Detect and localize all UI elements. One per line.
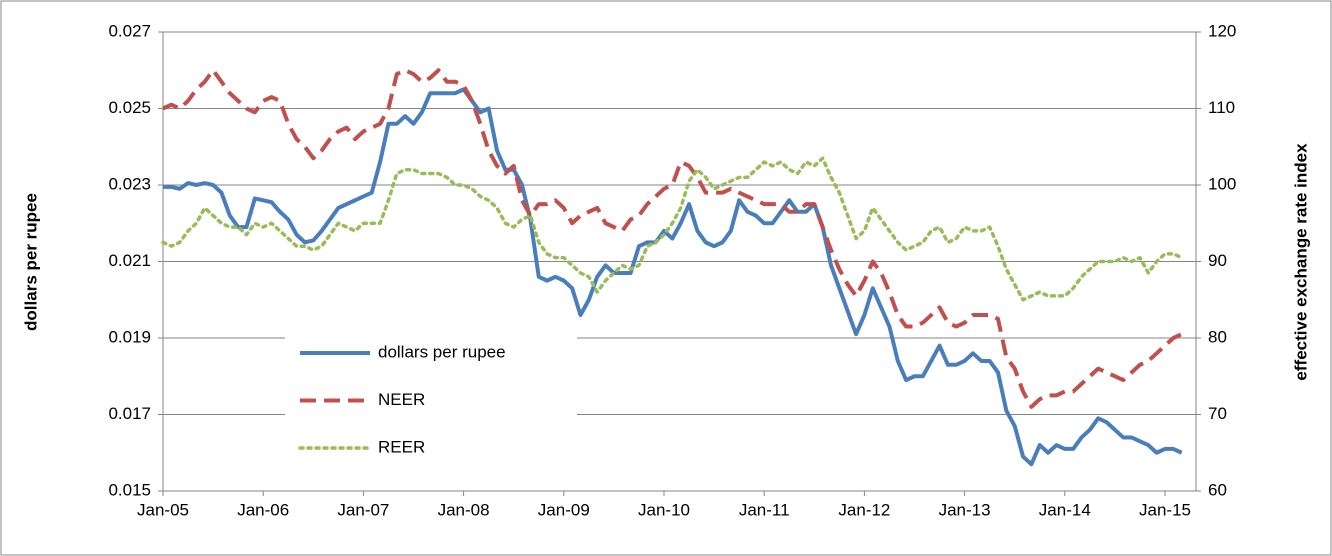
series-line xyxy=(163,87,1183,467)
x-tick-label: Jan-15 xyxy=(1139,500,1191,519)
x-tick-label: Jan-12 xyxy=(838,500,890,519)
y2-tick-label: 110 xyxy=(1208,98,1235,117)
y2-tick-label: 120 xyxy=(1208,21,1236,40)
y-tick-label: 0.019 xyxy=(108,327,151,346)
legend-label: NEER xyxy=(378,390,425,409)
y-tick-label: 0.017 xyxy=(108,404,151,423)
x-tick-label: Jan-05 xyxy=(137,500,189,519)
y2-tick-label: 70 xyxy=(1208,404,1227,423)
x-tick-label: Jan-14 xyxy=(1039,500,1091,519)
series-line xyxy=(161,156,1184,302)
y2-tick-label: 60 xyxy=(1208,480,1227,499)
y2-axis-label: effective exchange rate index xyxy=(1291,143,1310,381)
y-axis-label: dollars per rupee xyxy=(21,193,40,331)
legend-label: dollars per rupee xyxy=(378,342,506,361)
y-tick-label: 0.023 xyxy=(108,174,151,193)
y2-tick-label: 100 xyxy=(1208,174,1236,193)
y-tick-label: 0.015 xyxy=(108,480,151,499)
x-tick-label: Jan-07 xyxy=(337,500,389,519)
y-tick-label: 0.021 xyxy=(108,251,151,270)
y2-tick-label: 90 xyxy=(1208,251,1227,270)
x-tick-label: Jan-10 xyxy=(638,500,690,519)
x-tick-label: Jan-11 xyxy=(739,500,790,519)
legend-label: REER xyxy=(378,437,425,456)
series-line xyxy=(162,68,1183,409)
x-tick-label: Jan-06 xyxy=(237,500,289,519)
y-tick-label: 0.027 xyxy=(108,21,151,40)
x-tick-label: Jan-09 xyxy=(538,500,590,519)
y-tick-label: 0.025 xyxy=(108,98,151,117)
y2-tick-label: 80 xyxy=(1208,327,1227,346)
x-tick-label: Jan-08 xyxy=(438,500,490,519)
x-tick-label: Jan-13 xyxy=(939,500,991,519)
